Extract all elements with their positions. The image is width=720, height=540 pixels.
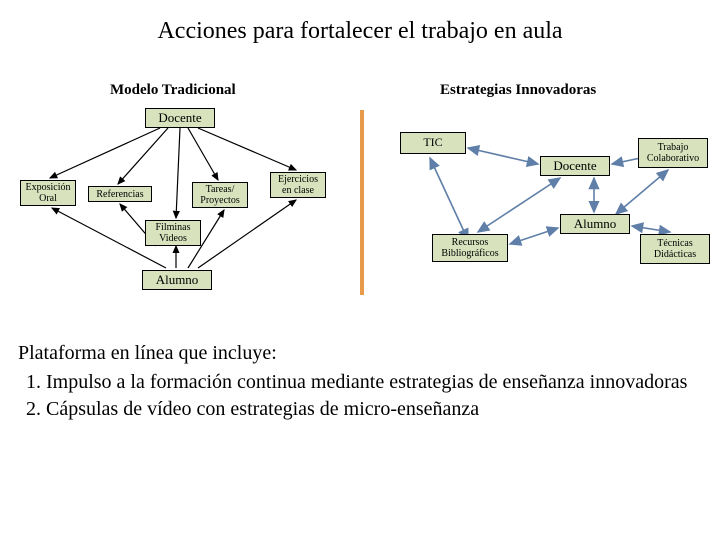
bottom-list: Impulso a la formación continua mediante… (18, 369, 702, 423)
node-referencias: Referencias (88, 186, 152, 202)
vertical-divider (360, 110, 364, 295)
node-tareas: Tareas/ Proyectos (192, 182, 248, 208)
node-recursos: Recursos Bibliográficos (432, 234, 508, 262)
node-exposicion: Exposición Oral (20, 180, 76, 206)
node-trabajo: Trabajo Colaborativo (638, 138, 708, 168)
node-filminas: Filminas Videos (145, 220, 201, 246)
page-title: Acciones para fortalecer el trabajo en a… (0, 18, 720, 45)
left-heading: Modelo Tradicional (110, 82, 236, 99)
list-item: Impulso a la formación continua mediante… (46, 369, 702, 396)
node-alumno-right: Alumno (560, 214, 630, 234)
list-item: Cápsulas de vídeo con estrategias de mic… (46, 396, 702, 423)
node-tic: TIC (400, 132, 466, 154)
right-heading: Estrategias Innovadoras (440, 82, 596, 99)
bottom-intro: Plataforma en línea que incluye: (18, 340, 702, 367)
node-docente-right: Docente (540, 156, 610, 176)
node-tecnicas: Técnicas Didácticas (640, 234, 710, 264)
node-ejercicios: Ejercicios en clase (270, 172, 326, 198)
node-docente-left: Docente (145, 108, 215, 128)
bottom-text: Plataforma en línea que incluye: Impulso… (18, 340, 702, 423)
node-alumno-left: Alumno (142, 270, 212, 290)
